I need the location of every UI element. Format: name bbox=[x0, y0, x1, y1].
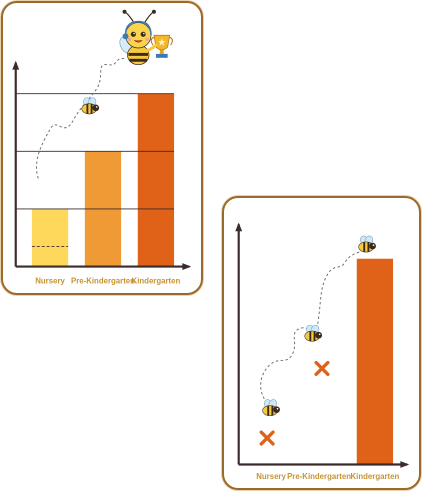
trophy-star bbox=[157, 38, 166, 46]
trophy-handle bbox=[169, 36, 173, 46]
mascot-antenna-tip bbox=[122, 9, 127, 14]
bee-icon bbox=[304, 324, 323, 342]
bee-eye bbox=[276, 407, 279, 410]
bee-stripe bbox=[86, 103, 89, 114]
mascot-headset bbox=[124, 20, 152, 36]
x-axis-head bbox=[182, 263, 192, 271]
bee-head bbox=[273, 406, 280, 414]
flight-path bbox=[260, 247, 366, 404]
bee-stripe bbox=[367, 242, 370, 252]
bee-eye bbox=[318, 333, 321, 336]
trophy-base bbox=[155, 53, 168, 58]
bee-stripe bbox=[267, 405, 270, 416]
cross-stroke bbox=[314, 360, 330, 377]
mascot-eye-shine bbox=[133, 32, 135, 35]
bar-kindergarten bbox=[356, 258, 394, 465]
cross-stroke bbox=[259, 430, 275, 446]
x-axis-head bbox=[400, 461, 410, 468]
x-tick-label: Nursery bbox=[256, 472, 286, 481]
chart-card-2: Nursery Pre-Kindergarten Kindergarten bbox=[222, 196, 421, 490]
y-axis-head bbox=[235, 222, 243, 232]
bee-stripe bbox=[90, 103, 93, 114]
bee-stripe bbox=[363, 242, 366, 252]
mascot-cheek bbox=[127, 37, 132, 41]
x-tick-label: Kindergarten bbox=[132, 276, 181, 285]
bee-head bbox=[369, 242, 376, 250]
mascot-arm bbox=[144, 43, 158, 53]
x-tick-label: Pre-Kindergarten bbox=[287, 472, 351, 481]
bee-stripe bbox=[313, 331, 316, 341]
mascot-mouth bbox=[134, 39, 143, 43]
trophy-handle bbox=[150, 36, 155, 46]
bee-icon bbox=[81, 97, 100, 115]
bee-head bbox=[92, 104, 100, 112]
mascot-head bbox=[125, 22, 152, 49]
mascot-eye bbox=[130, 31, 136, 37]
cross-icon bbox=[259, 430, 275, 446]
mascot-earphone bbox=[122, 33, 129, 40]
trophy-stem bbox=[159, 49, 164, 54]
mascot-stripe bbox=[129, 58, 148, 62]
mascot-antenna bbox=[143, 11, 155, 24]
chart-2: Nursery Pre-Kindergarten Kindergarten bbox=[235, 222, 410, 481]
mascot-antenna-tip bbox=[151, 9, 156, 14]
bee-icon bbox=[358, 235, 376, 253]
bar-nursery bbox=[31, 208, 69, 267]
bee-eye bbox=[372, 244, 375, 246]
x-tick-label: Kindergarten bbox=[351, 472, 400, 481]
trophy-icon bbox=[119, 9, 173, 66]
bee-stripe bbox=[271, 405, 274, 416]
bee-stripe bbox=[309, 331, 312, 341]
y-axis-head bbox=[12, 60, 20, 70]
bar-kindergarten bbox=[137, 93, 175, 267]
bee-eye bbox=[95, 106, 98, 108]
x-tick-label: Pre-Kindergarten bbox=[71, 276, 135, 285]
x-tick-label: Nursery bbox=[35, 276, 65, 285]
mascot-cheek bbox=[145, 37, 149, 41]
flight-path bbox=[36, 58, 127, 179]
bee-head bbox=[315, 331, 323, 339]
bee-icon bbox=[262, 399, 280, 417]
chart-card-1: Nursery Pre-Kindergarten Kindergarten bbox=[1, 1, 203, 295]
cross-icon bbox=[314, 360, 330, 377]
mascot-eye-shine bbox=[143, 32, 145, 35]
mascot-eye bbox=[140, 31, 146, 37]
mascot-stripe bbox=[128, 52, 149, 56]
